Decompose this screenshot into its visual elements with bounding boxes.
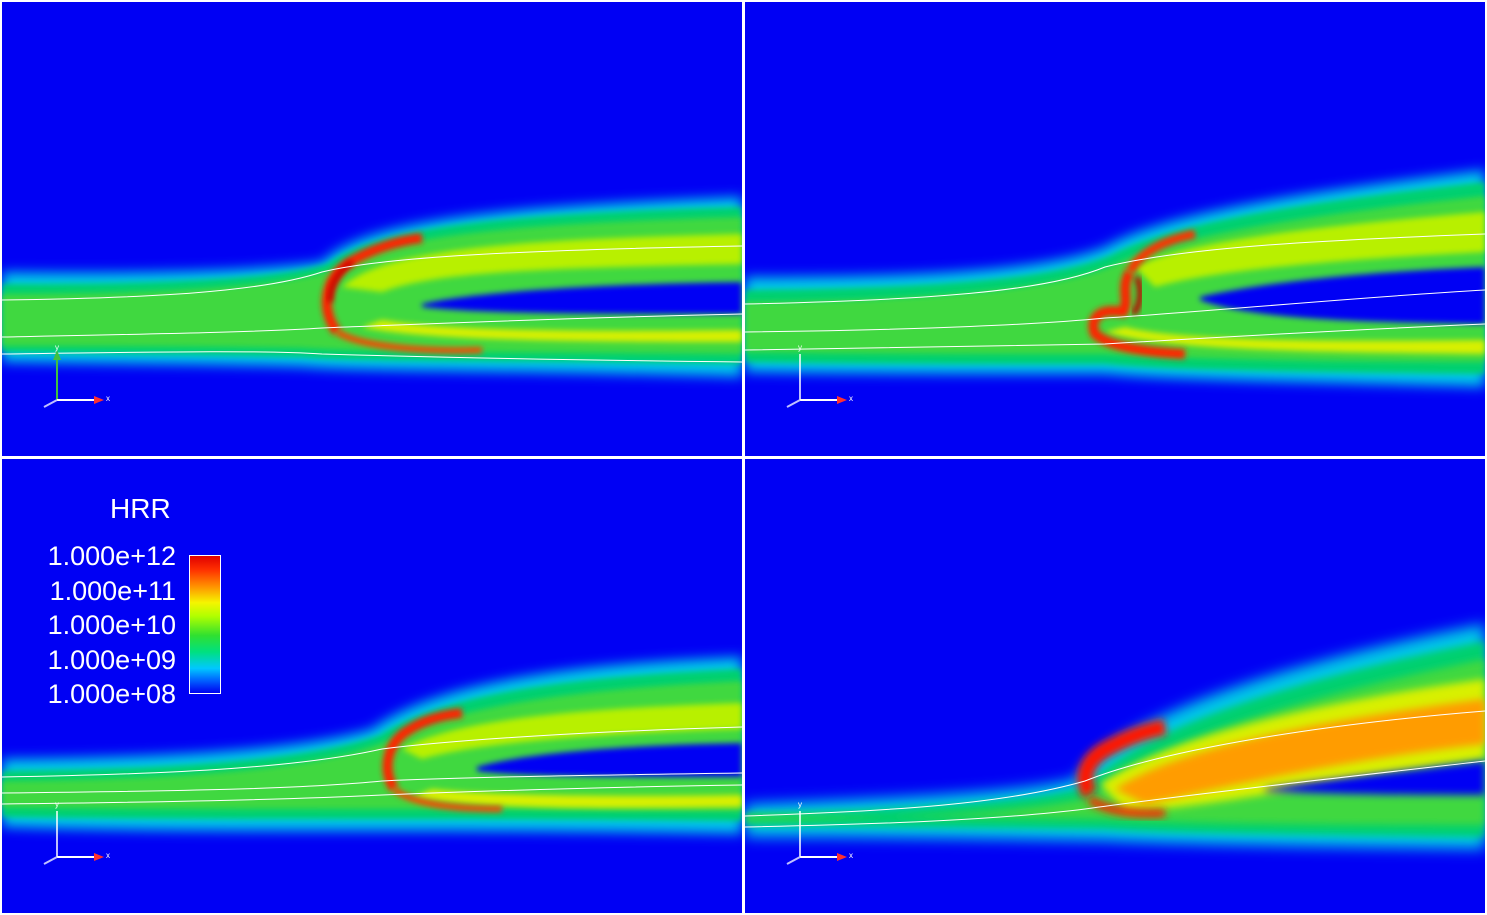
viewport-top-left[interactable]: x y bbox=[2, 2, 742, 456]
hrr-field-top-right: x y bbox=[745, 170, 1485, 408]
axes-triad-top-right: x y bbox=[786, 343, 853, 408]
legend-tick: 1.000e+12 bbox=[47, 541, 176, 571]
legend-tick: 1.000e+09 bbox=[47, 644, 176, 675]
hrr-field-bottom-right: x y bbox=[745, 624, 1485, 865]
viewport-bottom-left[interactable]: x y HRR 1.000e+12 1.000e+11 1.000e+10 1.… bbox=[2, 459, 742, 913]
svg-text:y: y bbox=[55, 343, 59, 352]
viewport-top-right[interactable]: x y bbox=[745, 2, 1485, 456]
axes-triad-bottom-left: x y bbox=[43, 800, 110, 865]
axes-triad-top-left: x y bbox=[43, 343, 110, 408]
svg-text:y: y bbox=[55, 800, 59, 809]
colorbar bbox=[189, 555, 221, 694]
svg-text:y: y bbox=[798, 343, 802, 352]
legend-tick: 1.000e+11 bbox=[49, 575, 176, 606]
svg-text:x: x bbox=[849, 394, 853, 403]
hrr-field-top-left: x y bbox=[2, 197, 742, 408]
hrr-field-bottom-left: x y bbox=[2, 657, 742, 865]
svg-text:x: x bbox=[106, 851, 110, 860]
legend-ticks: 1.000e+12 1.000e+11 1.000e+10 1.000e+09 … bbox=[28, 539, 176, 712]
legend-tick: 1.000e+10 bbox=[47, 610, 176, 640]
svg-text:y: y bbox=[798, 800, 802, 809]
viewport-bottom-right[interactable]: x y bbox=[745, 459, 1485, 913]
legend-title: HRR bbox=[110, 493, 171, 524]
svg-text:x: x bbox=[849, 851, 853, 860]
legend-tick: 1.000e+08 bbox=[47, 679, 176, 709]
svg-text:x: x bbox=[106, 394, 110, 403]
axes-triad-bottom-right: x y bbox=[786, 800, 853, 865]
